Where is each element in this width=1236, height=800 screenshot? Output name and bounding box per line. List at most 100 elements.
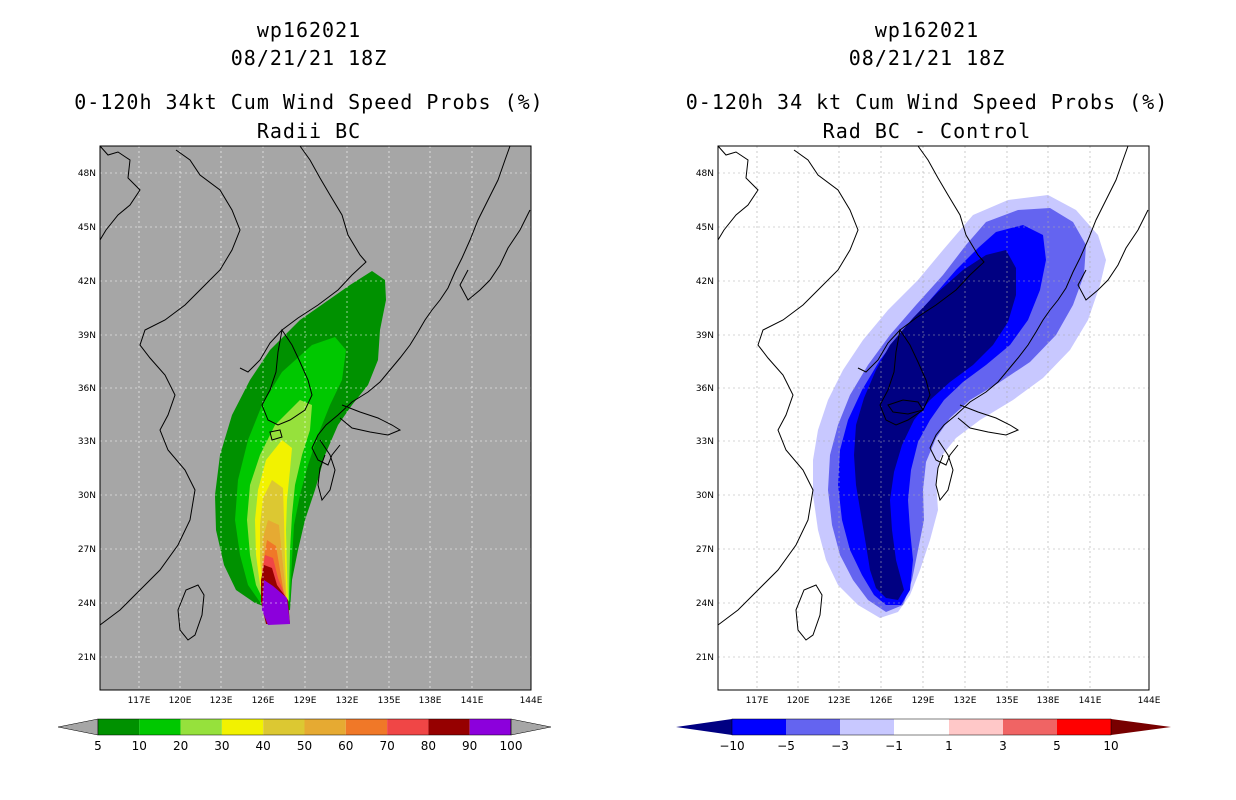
colorbar-end-low xyxy=(57,718,99,736)
lat-label: 36N xyxy=(696,384,714,394)
lon-label: 132E xyxy=(954,696,977,706)
lon-label: 135E xyxy=(378,696,401,706)
colorbar-swatch xyxy=(428,719,470,735)
map-frame xyxy=(99,145,532,691)
colorbar-swatch xyxy=(1057,719,1111,735)
lon-label: 144E xyxy=(520,696,543,706)
lon-label: 141E xyxy=(461,696,484,706)
lat-label: 21N xyxy=(696,653,714,663)
lat-label: 30N xyxy=(696,491,714,501)
colorbar-label: 60 xyxy=(338,739,353,753)
coastlines xyxy=(99,145,531,641)
lat-label: 48N xyxy=(696,169,714,179)
colorbar-label: 20 xyxy=(173,739,188,753)
colorbar-end-high xyxy=(510,718,552,736)
colorbar-swatch xyxy=(894,719,949,735)
colorbar-swatch xyxy=(221,719,264,735)
colorbar-label: 50 xyxy=(297,739,312,753)
date-time: 08/21/21 18Z xyxy=(230,46,388,70)
colorbar-swatch xyxy=(139,719,181,735)
colorbar-swatch xyxy=(732,719,786,735)
contour-90 xyxy=(262,580,290,625)
lat-label: 33N xyxy=(78,437,96,447)
colorbar-end-high xyxy=(1111,719,1171,735)
lat-labels: 48N 45N 42N 39N 36N 33N 30N 27N 24N 21N xyxy=(78,169,96,663)
colorbar-swatch xyxy=(840,719,894,735)
colorbar-swatch xyxy=(180,719,222,735)
colorbar-label: 1 xyxy=(945,739,953,753)
lat-label: 30N xyxy=(78,491,96,501)
colorbar-swatch xyxy=(469,719,511,735)
lat-label: 27N xyxy=(696,545,714,555)
lat-label: 21N xyxy=(78,653,96,663)
plot-subtitle: Rad BC - Control xyxy=(822,119,1032,143)
lon-label: 120E xyxy=(169,696,192,706)
colorbar-swatch xyxy=(949,719,1003,735)
contour-minus-10 xyxy=(854,250,1016,600)
colorbar-label: 3 xyxy=(999,739,1007,753)
colorbar-swatch xyxy=(98,719,140,735)
plot-title: 0-120h 34 kt Cum Wind Speed Probs (%) xyxy=(685,90,1169,114)
storm-id: wp162021 xyxy=(874,18,980,42)
colorbar-swatch xyxy=(263,719,305,735)
lon-label: 117E xyxy=(746,696,769,706)
lat-label: 42N xyxy=(696,277,714,287)
colorbar-label: −1 xyxy=(885,739,903,753)
colorbar-difference: −10 −5 −3 −1 1 3 5 10 xyxy=(676,718,1171,753)
colorbar-swatch xyxy=(387,719,429,735)
lon-label: 126E xyxy=(252,696,275,706)
colorbar-label: 70 xyxy=(379,739,394,753)
lat-labels: 48N 45N 42N 39N 36N 33N 30N 27N 24N 21N xyxy=(696,169,714,663)
lon-label: 120E xyxy=(787,696,810,706)
lat-label: 24N xyxy=(696,599,714,609)
date-time: 08/21/21 18Z xyxy=(848,46,1006,70)
coastlines xyxy=(717,145,1149,641)
colorbar-label: 10 xyxy=(132,739,147,753)
lon-label: 123E xyxy=(828,696,851,706)
lon-labels: 117E 120E 123E 126E 129E 132E 135E 138E … xyxy=(128,696,543,706)
grid xyxy=(718,146,1149,690)
grid xyxy=(100,146,531,690)
colorbar-label: −5 xyxy=(777,739,795,753)
colorbar-label: 5 xyxy=(94,739,102,753)
lon-label: 132E xyxy=(336,696,359,706)
lat-label: 39N xyxy=(696,331,714,341)
colorbar-swatch xyxy=(786,719,840,735)
plot-title: 0-120h 34kt Cum Wind Speed Probs (%) xyxy=(74,90,544,114)
colorbar-swatch xyxy=(1003,719,1057,735)
storm-id: wp162021 xyxy=(256,18,362,42)
lat-label: 42N xyxy=(78,277,96,287)
lat-label: 39N xyxy=(78,331,96,341)
colorbar-label: −3 xyxy=(831,739,849,753)
lon-label: 129E xyxy=(294,696,317,706)
colorbar-label: 80 xyxy=(421,739,436,753)
lat-label: 33N xyxy=(696,437,714,447)
lat-label: 24N xyxy=(78,599,96,609)
map-frame xyxy=(717,145,1150,691)
lon-label: 138E xyxy=(419,696,442,706)
colorbar-label: 100 xyxy=(500,739,523,753)
lat-label: 36N xyxy=(78,384,96,394)
panel-radii-bc: wp162021 08/21/21 18Z 0-120h 34kt Cum Wi… xyxy=(57,18,552,753)
lat-label: 48N xyxy=(78,169,96,179)
lon-label: 123E xyxy=(210,696,233,706)
lon-label: 129E xyxy=(912,696,935,706)
panel-rad-bc-control: wp162021 08/21/21 18Z 0-120h 34 kt Cum W… xyxy=(618,0,1236,800)
colorbar-label: 10 xyxy=(1103,739,1118,753)
lat-label: 27N xyxy=(78,545,96,555)
lon-label: 141E xyxy=(1079,696,1102,706)
colorbar-end-low xyxy=(676,719,732,735)
colorbar-swatch xyxy=(345,719,388,735)
colorbar-label: −10 xyxy=(719,739,744,753)
colorbar-label: 30 xyxy=(214,739,229,753)
colorbar-label: 90 xyxy=(462,739,477,753)
lon-labels: 117E 120E 123E 126E 129E 132E 135E 138E … xyxy=(746,696,1161,706)
colorbar-label: 5 xyxy=(1053,739,1061,753)
lon-label: 135E xyxy=(996,696,1019,706)
lon-label: 138E xyxy=(1037,696,1060,706)
lon-label: 126E xyxy=(870,696,893,706)
lat-label: 45N xyxy=(78,223,96,233)
lon-label: 144E xyxy=(1138,696,1161,706)
map-radii-bc: 48N 45N 42N 39N 36N 33N 30N 27N 24N 21N … xyxy=(57,145,552,753)
plot-subtitle: Radii BC xyxy=(256,119,362,143)
